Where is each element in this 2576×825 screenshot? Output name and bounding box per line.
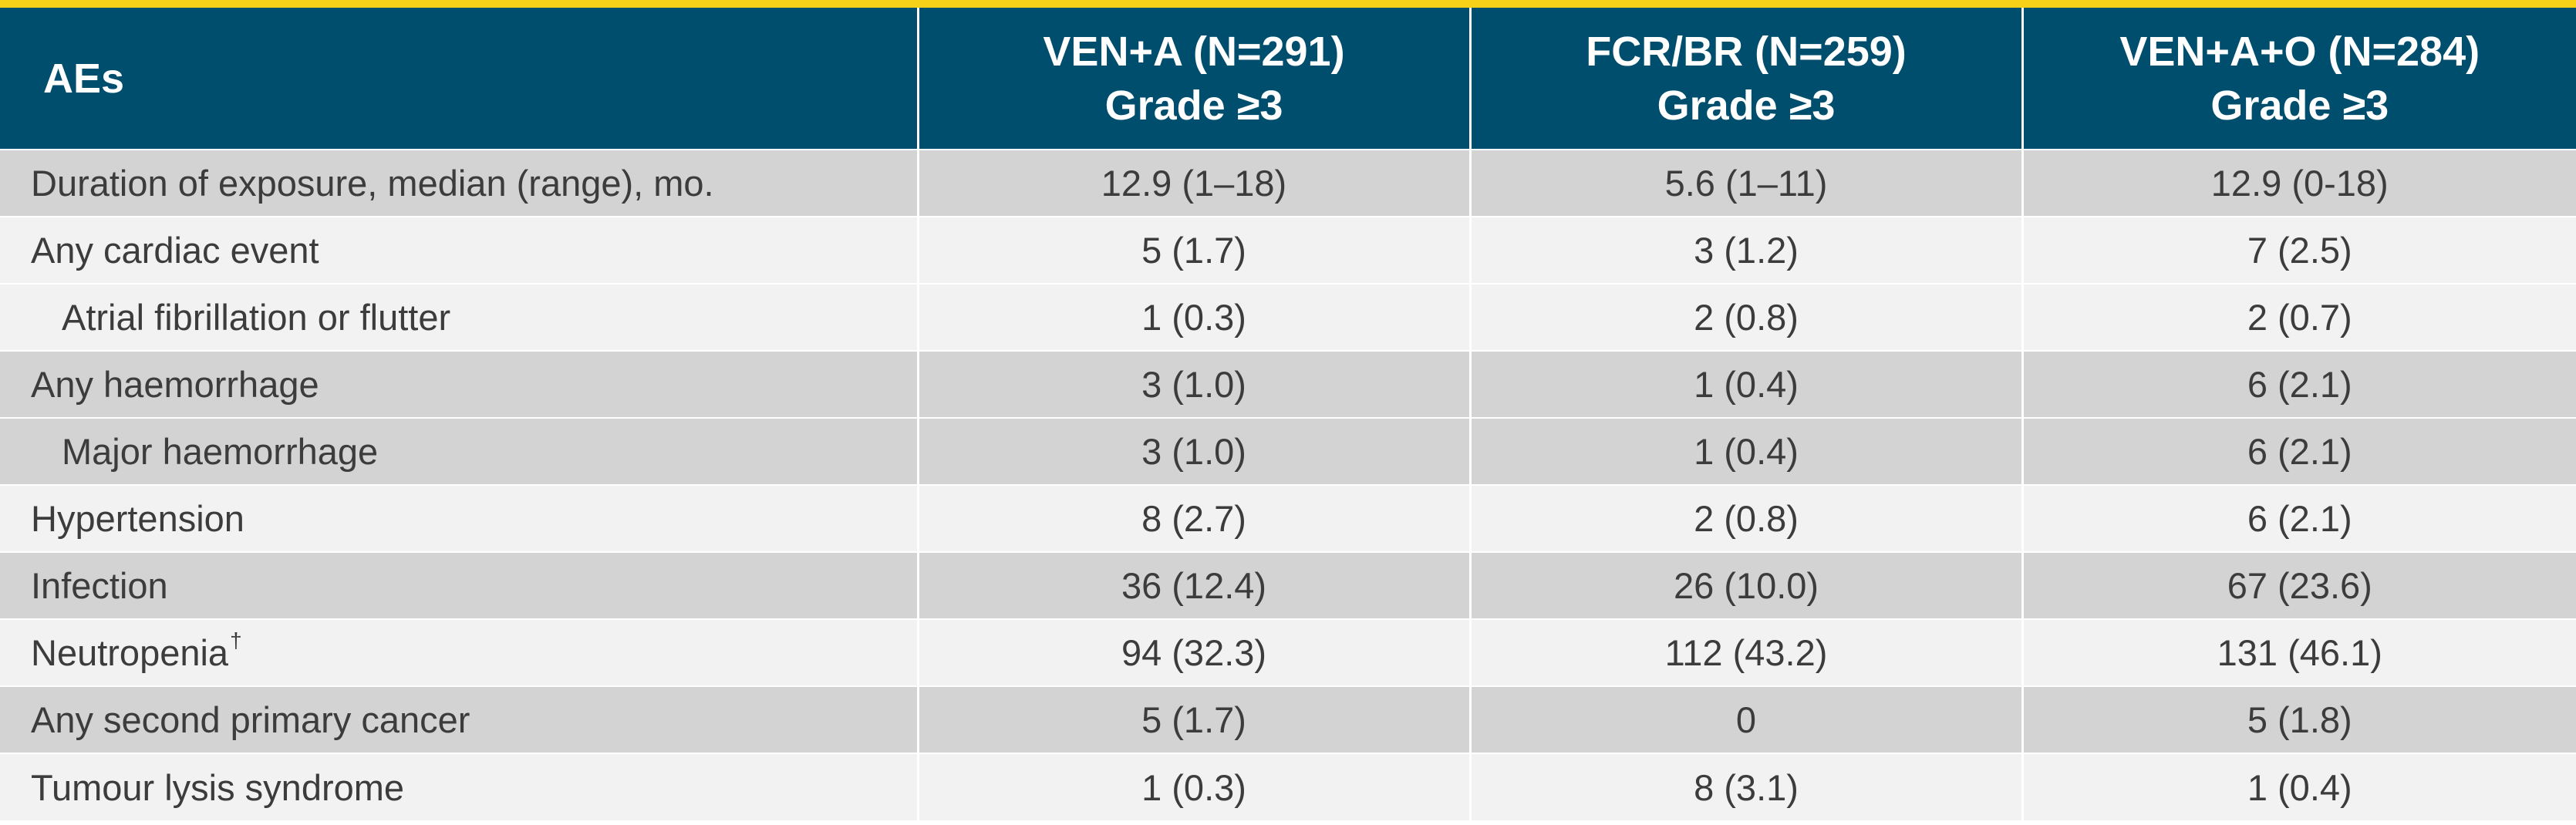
row-label: Major haemorrhage [0, 417, 918, 485]
cell-ven-a-o: 12.9 (0-18) [2021, 149, 2576, 217]
cell-fcr-br: 26 (10.0) [1468, 551, 2022, 619]
header-ven-a-arm: VEN+A (N=291) [1043, 28, 1345, 75]
header-ven-a-o: VEN+A+O (N=284) Grade ≥3 [2021, 8, 2576, 150]
table-row: Duration of exposure, median (range), mo… [0, 149, 2576, 217]
cell-fcr-br: 112 (43.2) [1468, 618, 2022, 686]
cell-ven-a-o: 7 (2.5) [2021, 216, 2576, 284]
header-ven-a-o-arm: VEN+A+O (N=284) [2119, 28, 2480, 75]
header-ven-a: VEN+A (N=291) Grade ≥3 [916, 8, 1470, 150]
cell-ven-a: 5 (1.7) [916, 685, 1470, 753]
header-fcr-br-arm: FCR/BR (N=259) [1586, 28, 1907, 75]
table-row: Any second primary cancer 5 (1.7) 0 5 (1… [0, 685, 2576, 753]
header-ae-label: AEs [43, 55, 125, 102]
row-label: Any cardiac event [0, 216, 918, 284]
adverse-events-table: AEs VEN+A (N=291) Grade ≥3 FCR/BR (N=259… [0, 8, 2576, 820]
cell-ven-a: 1 (0.3) [916, 283, 1470, 351]
table-row: Any cardiac event 5 (1.7) 3 (1.2) 7 (2.5… [0, 216, 2576, 284]
cell-ven-a: 3 (1.0) [916, 350, 1470, 418]
cell-ven-a: 1 (0.3) [916, 753, 1470, 820]
cell-fcr-br: 2 (0.8) [1468, 484, 2022, 552]
row-label: Duration of exposure, median (range), mo… [0, 149, 918, 217]
cell-fcr-br: 8 (3.1) [1468, 753, 2022, 820]
table-header: AEs VEN+A (N=291) Grade ≥3 FCR/BR (N=259… [0, 8, 2576, 150]
table-row: Neutropenia† 94 (32.3) 112 (43.2) 131 (4… [0, 618, 2576, 686]
cell-ven-a-o: 67 (23.6) [2021, 551, 2576, 619]
table-row: Atrial fibrillation or flutter 1 (0.3) 2… [0, 283, 2576, 351]
cell-ven-a: 8 (2.7) [916, 484, 1470, 552]
footnote-dagger-mark: † [230, 628, 242, 652]
table-row: Major haemorrhage 3 (1.0) 1 (0.4) 6 (2.1… [0, 417, 2576, 485]
cell-ven-a-o: 131 (46.1) [2021, 618, 2576, 686]
header-fcr-br-grade: Grade ≥3 [1657, 82, 1836, 129]
row-label: Hypertension [0, 484, 918, 552]
row-label: Tumour lysis syndrome [0, 753, 918, 820]
header-ven-a-o-grade: Grade ≥3 [2210, 82, 2389, 129]
cell-ven-a: 12.9 (1–18) [916, 149, 1470, 217]
cell-ven-a: 3 (1.0) [916, 417, 1470, 485]
table-row: Tumour lysis syndrome 1 (0.3) 8 (3.1) 1 … [0, 753, 2576, 820]
cell-fcr-br: 2 (0.8) [1468, 283, 2022, 351]
row-label: Infection [0, 551, 918, 619]
header-row: AEs VEN+A (N=291) Grade ≥3 FCR/BR (N=259… [0, 8, 2576, 150]
cell-ven-a-o: 6 (2.1) [2021, 484, 2576, 552]
table-row: Hypertension 8 (2.7) 2 (0.8) 6 (2.1) [0, 484, 2576, 552]
cell-fcr-br: 1 (0.4) [1468, 350, 2022, 418]
cell-ven-a: 36 (12.4) [916, 551, 1470, 619]
cell-fcr-br: 5.6 (1–11) [1468, 149, 2022, 217]
cell-ven-a-o: 2 (0.7) [2021, 283, 2576, 351]
table-body: Duration of exposure, median (range), mo… [0, 149, 2576, 820]
cell-ven-a-o: 5 (1.8) [2021, 685, 2576, 753]
row-label: Neutropenia† [0, 618, 918, 686]
row-label: Any haemorrhage [0, 350, 918, 418]
cell-fcr-br: 1 (0.4) [1468, 417, 2022, 485]
cell-ven-a-o: 6 (2.1) [2021, 350, 2576, 418]
row-label: Atrial fibrillation or flutter [0, 283, 918, 351]
cell-fcr-br: 3 (1.2) [1468, 216, 2022, 284]
header-ven-a-grade: Grade ≥3 [1104, 82, 1283, 129]
cell-ven-a: 94 (32.3) [916, 618, 1470, 686]
cell-fcr-br: 0 [1468, 685, 2022, 753]
cell-ven-a-o: 1 (0.4) [2021, 753, 2576, 820]
row-label: Any second primary cancer [0, 685, 918, 753]
row-label-text: Neutropenia [31, 632, 229, 673]
cell-ven-a-o: 6 (2.1) [2021, 417, 2576, 485]
table-row: Any haemorrhage 3 (1.0) 1 (0.4) 6 (2.1) [0, 350, 2576, 418]
cell-ven-a: 5 (1.7) [916, 216, 1470, 284]
header-fcr-br: FCR/BR (N=259) Grade ≥3 [1468, 8, 2022, 150]
table-row: Infection 36 (12.4) 26 (10.0) 67 (23.6) [0, 551, 2576, 619]
